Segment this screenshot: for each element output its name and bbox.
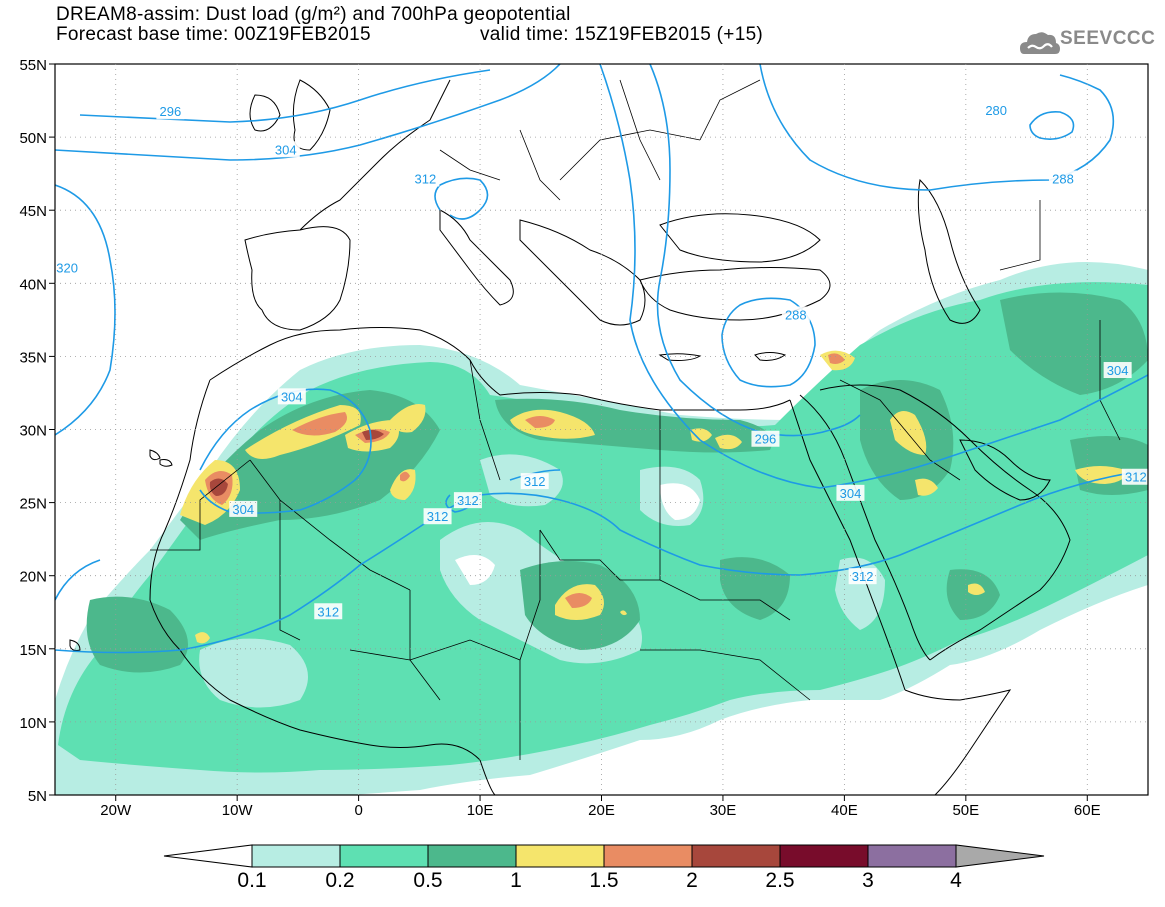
contour-label-bg <box>53 259 82 276</box>
contour-label-bg <box>423 508 452 525</box>
contour-label: 304 <box>1107 363 1129 378</box>
contour-label: 304 <box>840 486 862 501</box>
colorbar-segment <box>867 844 957 868</box>
lon-tick-label: 40E <box>831 802 858 819</box>
colorbar-label: 0.1 <box>237 869 266 892</box>
forecast-base-time: Forecast base time: 00Z19FEB2015 <box>56 24 371 45</box>
lat-tick-label: 15N <box>19 642 47 659</box>
contour-label-bg <box>229 500 258 517</box>
contour-label-bg <box>836 484 865 501</box>
contour-label: 288 <box>785 307 807 322</box>
lat-tick-label: 10N <box>19 715 47 732</box>
contour-label-bg <box>277 388 306 405</box>
graticule <box>55 64 1148 795</box>
lon-tick-label: 10W <box>222 802 254 819</box>
contour-label-bg <box>751 430 780 447</box>
contour-label: 312 <box>1125 470 1147 485</box>
colorbar-segment <box>691 844 781 868</box>
colorbar-label: 1 <box>510 869 522 892</box>
colorbar-label: 3 <box>862 869 874 892</box>
contour-label-bg <box>1121 468 1150 485</box>
contour-label-bg <box>781 306 810 323</box>
contour-label-bg <box>848 568 877 585</box>
contour-label: 312 <box>317 604 339 619</box>
cloud-logo-icon <box>1020 32 1060 54</box>
contour-label: 312 <box>852 569 874 584</box>
contour-label-bg <box>520 473 549 490</box>
colorbar-label: 1.5 <box>589 869 618 892</box>
colorbar-segment <box>251 844 341 868</box>
colorbar-label: 2 <box>686 869 698 892</box>
colorbar-segment <box>427 844 517 868</box>
valid-time: valid time: 15Z19FEB2015 (+15) <box>480 24 764 45</box>
lat-tick-label: 55N <box>19 57 47 74</box>
contour-label-bg <box>453 492 482 509</box>
lat-tick-label: 20N <box>19 569 47 586</box>
contour-label: 312 <box>457 493 479 508</box>
contour-label-bg <box>314 603 343 620</box>
colorbar-label: 4 <box>950 869 962 892</box>
contour-label-bg <box>982 101 1011 118</box>
dust-layer-brown <box>209 429 384 496</box>
contour-labels: 296 304 312 320 280 288 288 304 304 296 304 304 312 3… <box>53 101 1150 620</box>
lat-tick-label: 30N <box>19 423 47 440</box>
lon-tick-label: 50E <box>952 802 979 819</box>
logo-text: SEEVCCC <box>1060 28 1156 49</box>
lat-tick-label: 25N <box>19 496 47 513</box>
lon-tick-label: 20W <box>100 802 132 819</box>
contour-label: 312 <box>524 474 546 489</box>
contour-label-bg <box>271 141 300 158</box>
contour-label: 288 <box>1052 171 1074 186</box>
colorbar-segment <box>163 844 253 868</box>
colorbar-label: 0.5 <box>413 869 442 892</box>
map-title: DREAM8-assim: Dust load (g/m²) and 700hP… <box>56 4 571 25</box>
coastlines <box>69 79 1071 795</box>
contour-label-bg <box>1048 170 1077 187</box>
colorbar-segment <box>515 844 605 868</box>
colorbar-legend: 0.1 0.2 0.5 1 1.5 2 2.5 3 4 <box>163 844 1045 892</box>
contour-label: 320 <box>56 261 78 276</box>
lat-tick-label: 5N <box>28 788 47 805</box>
contour-label: 312 <box>427 509 449 524</box>
colorbar-segment <box>603 844 693 868</box>
colorbar-label: 2.5 <box>765 869 794 892</box>
contour-label: 304 <box>275 142 297 157</box>
country-borders <box>150 79 1121 760</box>
contour-label-bg <box>1103 362 1132 379</box>
lat-tick-label: 50N <box>19 130 47 147</box>
lon-tick-label: 20E <box>588 802 615 819</box>
lon-tick-label: 60E <box>1074 802 1101 819</box>
geopotential-contours <box>55 64 1148 654</box>
contour-label-bg <box>156 103 185 120</box>
lat-tick-label: 40N <box>19 276 47 293</box>
contour-label: 280 <box>985 103 1007 118</box>
lon-tick-label: 30E <box>710 802 737 819</box>
contour-label: 312 <box>415 171 437 186</box>
contour-label: 304 <box>281 389 303 404</box>
lon-tick-label: 0 <box>354 802 362 819</box>
latitude-axis: 55N 50N 45N 40N 35N 30N 25N 20N 15N 10N 5N <box>19 57 55 805</box>
colorbar-label: 0.2 <box>325 869 354 892</box>
colorbar-segment <box>779 844 869 868</box>
contour-label-bg <box>411 170 440 187</box>
lon-tick-label: 10E <box>467 802 494 819</box>
contour-label: 296 <box>160 104 182 119</box>
colorbar-segment <box>339 844 429 868</box>
contour-label: 304 <box>232 502 254 517</box>
contour-label: 296 <box>755 432 777 447</box>
colorbar-segment <box>955 844 1045 868</box>
lat-tick-label: 35N <box>19 349 47 366</box>
lat-tick-label: 45N <box>19 203 47 220</box>
longitude-axis: 20W 10W 0 10E 20E 30E 40E 50E 60E <box>100 795 1101 819</box>
